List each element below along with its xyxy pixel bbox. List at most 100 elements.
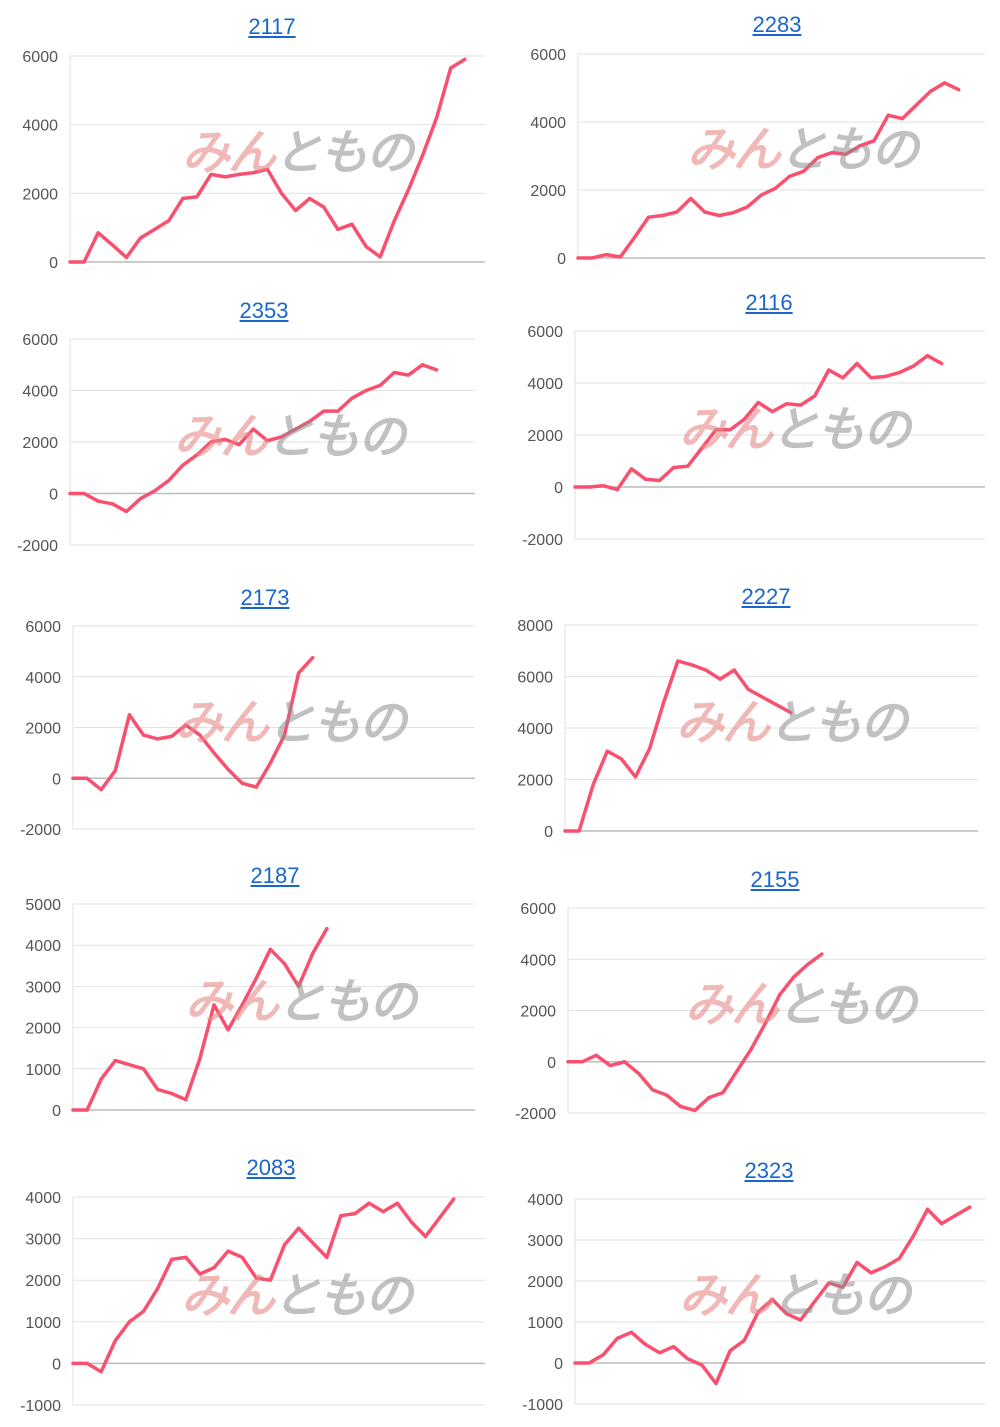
data-point [756, 400, 760, 405]
data-point [886, 113, 890, 117]
chart-title-link[interactable]: 2187 [250, 863, 300, 888]
chart-title-link[interactable]: 2227 [741, 584, 791, 609]
y-tick-label: 3000 [25, 979, 61, 996]
y-tick-label: 4000 [520, 952, 556, 969]
data-point [760, 695, 765, 699]
chart-title-link[interactable]: 2155 [750, 867, 800, 892]
data-point [787, 174, 792, 178]
data-point [124, 255, 128, 260]
data-point [883, 374, 887, 379]
data-point [294, 208, 298, 213]
data-point [629, 467, 634, 471]
data-point [141, 733, 146, 737]
data-point [71, 1361, 75, 1365]
data-point [662, 700, 666, 704]
data-point [420, 153, 425, 158]
data-point [195, 453, 199, 457]
data-point [928, 89, 933, 93]
chart-title-link[interactable]: 2117 [248, 14, 296, 39]
chart-title-link[interactable]: 2323 [744, 1158, 794, 1183]
data-point [844, 152, 848, 156]
data-point [742, 1338, 746, 1343]
data-point [587, 1361, 591, 1365]
y-tick-label: 0 [547, 1055, 556, 1072]
y-tick-label: -2000 [20, 822, 61, 839]
data-point [806, 962, 810, 966]
y-tick-label: 2000 [25, 721, 61, 738]
data-point [700, 1363, 704, 1367]
chart-title-link[interactable]: 2353 [239, 298, 289, 323]
data-point [406, 188, 410, 192]
data-point [209, 172, 213, 177]
data-point [594, 1053, 598, 1057]
data-point [813, 394, 817, 398]
data-point [717, 213, 721, 218]
data-point [68, 260, 72, 264]
data-point [127, 1320, 131, 1324]
data-point [605, 749, 609, 753]
data-point [435, 116, 439, 120]
data-point [679, 1104, 683, 1109]
data-point [813, 1299, 817, 1304]
data-point [672, 465, 676, 470]
data-point [954, 1213, 958, 1217]
data-point [170, 1257, 174, 1261]
data-point [658, 1351, 662, 1355]
data-point [153, 227, 157, 231]
data-point [96, 499, 100, 503]
data-point [648, 747, 652, 751]
data-point [350, 396, 354, 400]
data-point [113, 769, 117, 773]
data-point [700, 446, 704, 450]
chart-title-link[interactable]: 2173 [240, 585, 290, 610]
data-point [99, 788, 103, 792]
y-tick-label: 1000 [25, 1062, 61, 1079]
data-point [463, 57, 467, 62]
y-tick-label: 6000 [527, 324, 563, 341]
data-point [799, 1318, 803, 1322]
data-point [707, 1096, 711, 1100]
data-point [689, 196, 693, 201]
data-point [619, 757, 624, 761]
data-point [911, 1234, 916, 1238]
data-point [153, 489, 157, 493]
data-point [392, 219, 396, 223]
series-line [71, 1197, 456, 1374]
chart-title-link[interactable]: 2083 [246, 1155, 296, 1180]
chart-title-link[interactable]: 2116 [745, 290, 793, 315]
data-point [167, 479, 171, 483]
chart-title-link[interactable]: 2283 [752, 12, 802, 37]
series-line [573, 1205, 972, 1386]
data-point [576, 256, 580, 260]
data-point [308, 419, 312, 423]
data-point [364, 244, 368, 249]
data-point [110, 502, 114, 506]
data-point [957, 88, 961, 92]
y-tick-label: 0 [49, 255, 58, 272]
data-point [721, 1090, 725, 1095]
y-tick-label: 1000 [527, 1315, 563, 1332]
data-point [940, 361, 944, 366]
y-tick-label: 1000 [25, 1315, 61, 1332]
data-point [268, 761, 272, 765]
y-tick-label: 0 [557, 251, 566, 268]
y-tick-label: 4000 [527, 1192, 563, 1209]
series-line [71, 655, 315, 792]
data-point [925, 354, 930, 358]
y-tick-label: 2000 [22, 186, 58, 203]
data-point [820, 952, 824, 956]
y-tick-label: 0 [554, 1356, 563, 1373]
data-point [883, 1265, 887, 1269]
y-tick-label: 8000 [517, 618, 553, 635]
data-point [223, 437, 227, 442]
data-point [632, 236, 637, 240]
data-point [99, 1077, 103, 1081]
y-tick-label: -2000 [515, 1106, 556, 1123]
data-point [601, 1353, 605, 1357]
y-tick-label: 2000 [25, 1021, 61, 1038]
data-point [841, 376, 845, 380]
